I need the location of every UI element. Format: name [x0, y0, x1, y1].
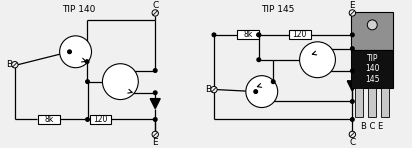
Bar — [355, 88, 363, 118]
Circle shape — [254, 90, 258, 93]
Circle shape — [152, 131, 158, 138]
Text: B C E: B C E — [361, 122, 384, 131]
Circle shape — [351, 33, 354, 37]
Circle shape — [85, 60, 89, 63]
Circle shape — [152, 10, 158, 16]
Circle shape — [246, 76, 278, 108]
Circle shape — [351, 69, 354, 73]
Bar — [381, 88, 389, 118]
Text: C: C — [152, 1, 158, 11]
Circle shape — [351, 118, 354, 121]
Circle shape — [257, 33, 260, 37]
Circle shape — [86, 80, 89, 83]
Bar — [351, 12, 393, 50]
Text: C: C — [349, 138, 356, 147]
Circle shape — [300, 42, 335, 78]
Circle shape — [257, 33, 260, 37]
Circle shape — [60, 36, 91, 68]
Circle shape — [351, 47, 354, 50]
Polygon shape — [347, 81, 357, 91]
Text: TIP 140: TIP 140 — [62, 5, 95, 15]
Text: TIP 145: TIP 145 — [261, 5, 294, 15]
Circle shape — [257, 58, 260, 62]
Text: TIP
140
145: TIP 140 145 — [365, 54, 379, 84]
Circle shape — [351, 100, 354, 103]
Circle shape — [12, 62, 18, 68]
Circle shape — [349, 131, 356, 138]
Bar — [368, 88, 376, 118]
Circle shape — [212, 33, 216, 37]
Circle shape — [367, 20, 377, 30]
Text: 8k: 8k — [243, 30, 253, 39]
Circle shape — [349, 10, 356, 16]
Circle shape — [153, 118, 157, 121]
Circle shape — [103, 64, 138, 100]
Bar — [351, 50, 393, 88]
Circle shape — [272, 80, 275, 83]
Text: B: B — [205, 85, 211, 94]
Circle shape — [86, 118, 89, 121]
Bar — [237, 30, 259, 39]
Text: 120: 120 — [93, 115, 108, 124]
Polygon shape — [150, 99, 160, 109]
Circle shape — [153, 91, 157, 95]
Text: B: B — [6, 60, 12, 69]
Bar — [89, 115, 111, 124]
Text: E: E — [349, 1, 355, 11]
Circle shape — [68, 50, 71, 54]
Circle shape — [211, 86, 217, 93]
Bar — [289, 30, 311, 39]
Text: 8k: 8k — [44, 115, 53, 124]
Text: E: E — [152, 138, 158, 147]
Circle shape — [153, 69, 157, 72]
Text: 120: 120 — [293, 30, 307, 39]
Bar — [38, 115, 60, 124]
